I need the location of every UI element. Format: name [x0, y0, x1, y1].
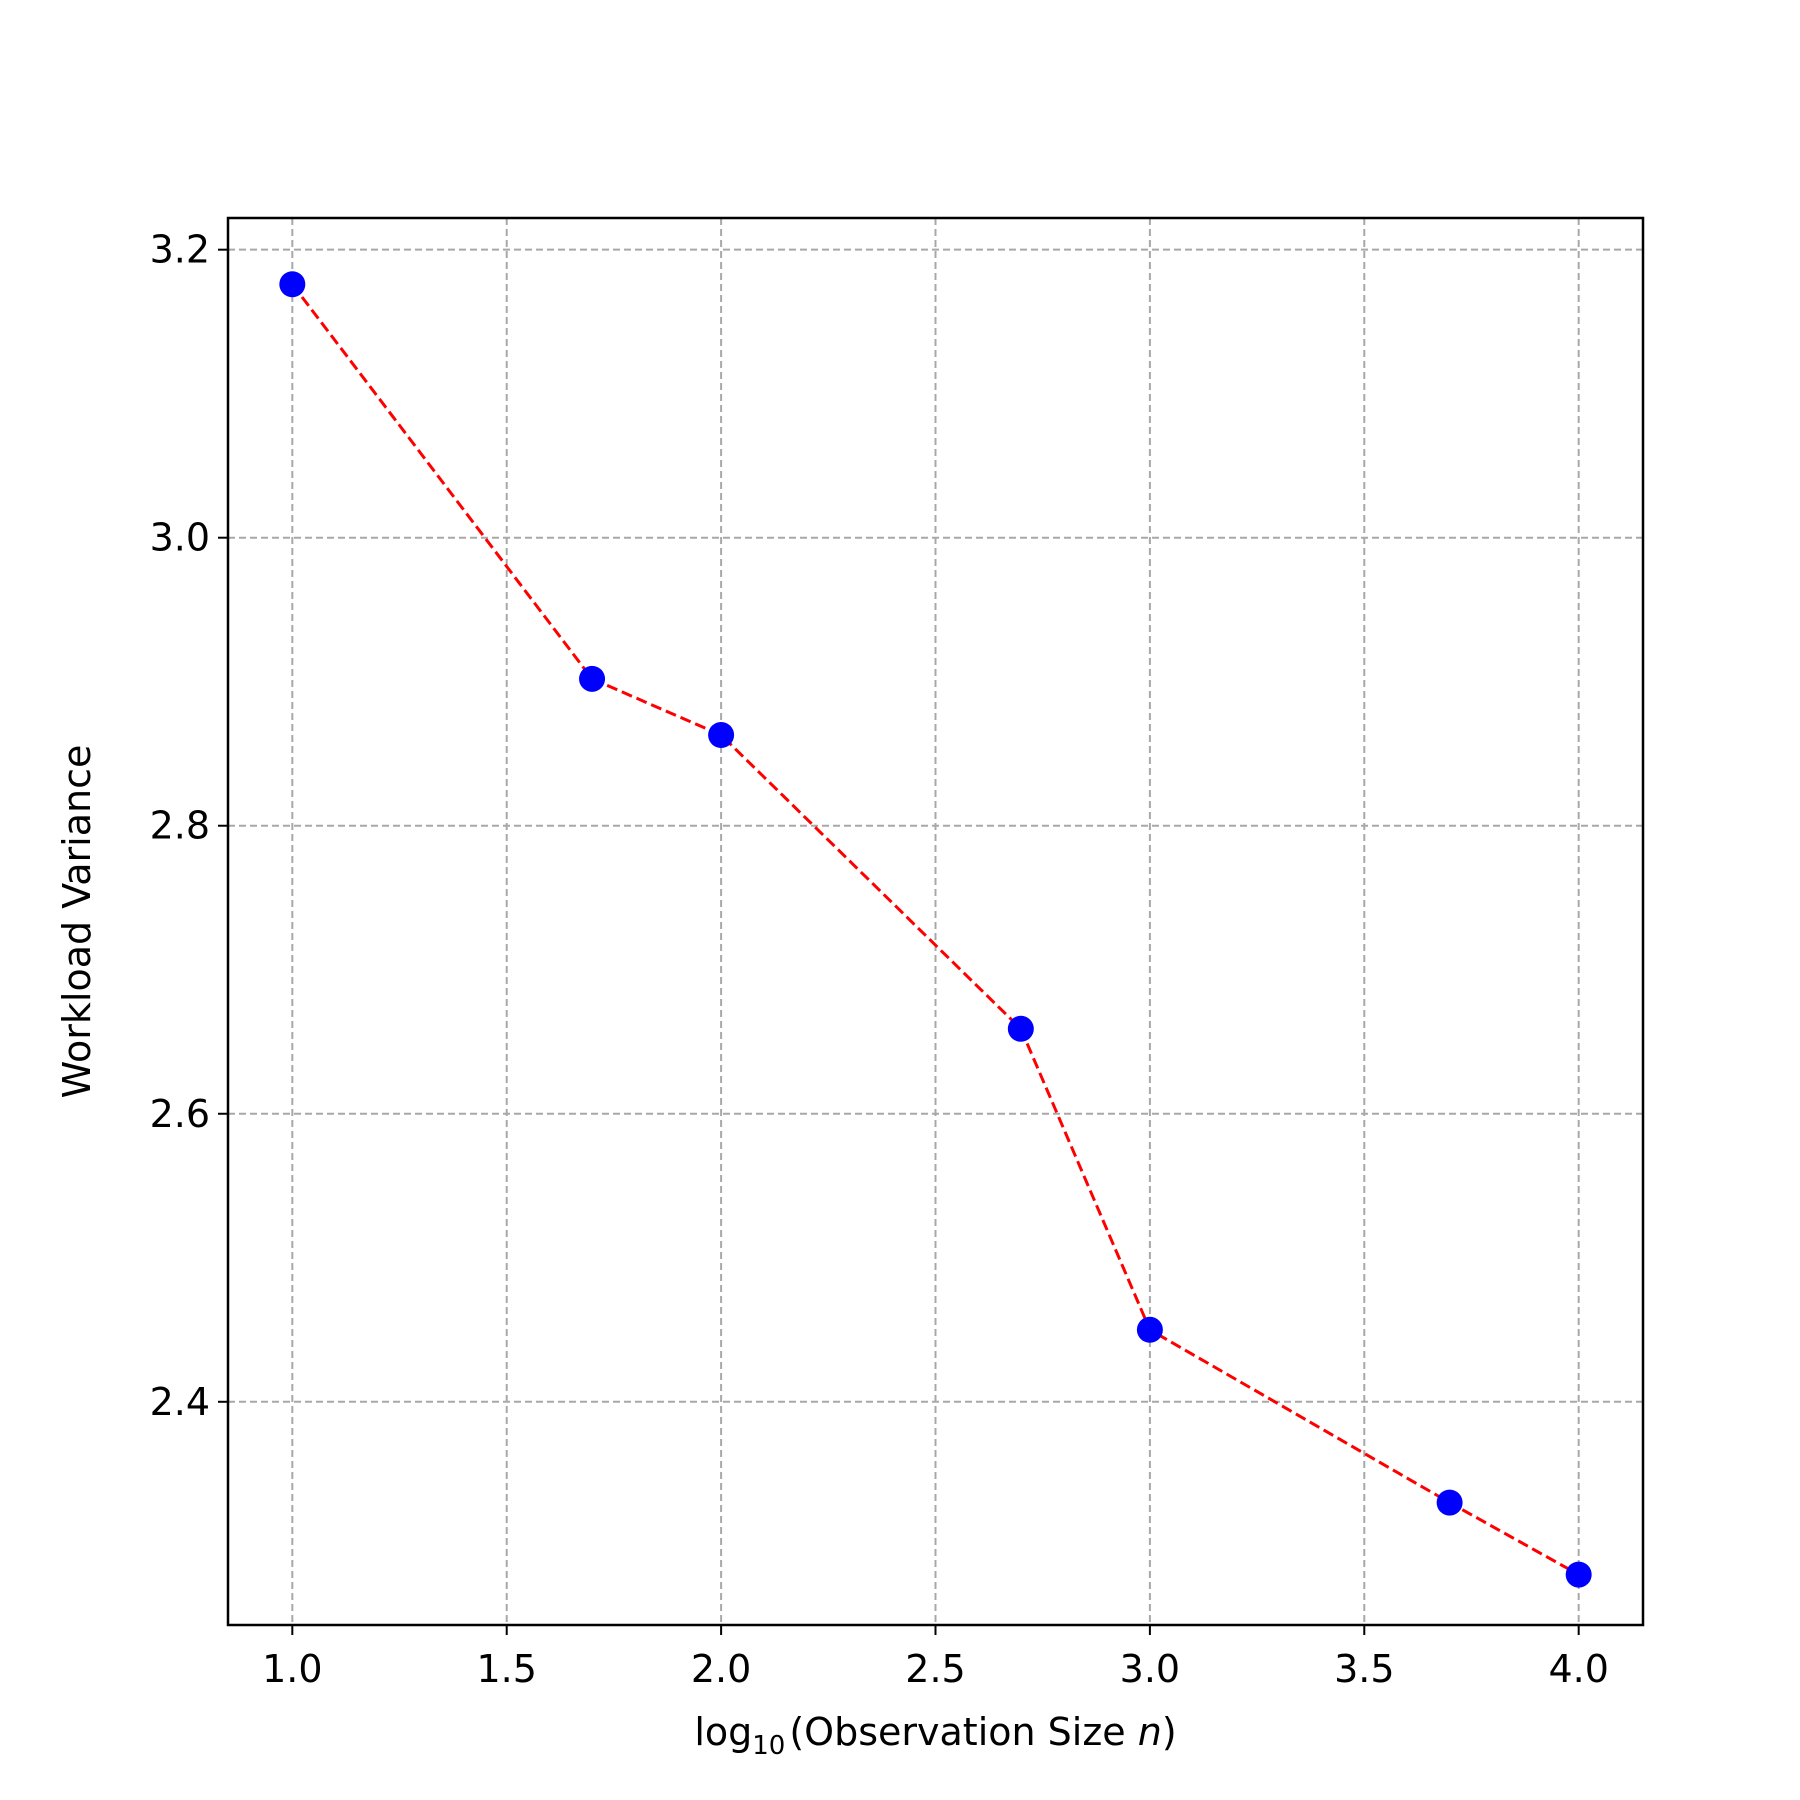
data-point — [1136, 1316, 1163, 1343]
x-axis-label-italic: n — [1138, 1710, 1162, 1754]
x-tick-label: 3.0 — [1120, 1647, 1180, 1691]
x-tick-label: 1.5 — [476, 1647, 536, 1691]
data-point — [1436, 1489, 1463, 1516]
x-tick-label: 4.0 — [1548, 1647, 1608, 1691]
y-tick-label: 3.0 — [150, 516, 210, 560]
x-tick-label: 1.0 — [262, 1647, 322, 1691]
data-points — [279, 271, 1592, 1588]
data-point — [579, 665, 606, 692]
y-axis-label: Workload Variance — [55, 745, 99, 1099]
axis-ticks: 1.0 1.5 2.0 2.5 3.0 3.5 4.0 2.4 2.6 2.8 3.0 3.2 — [150, 228, 1609, 1691]
x-tick-label: 3.5 — [1334, 1647, 1394, 1691]
x-axis-label-prefix: log — [694, 1710, 752, 1754]
grid — [228, 218, 1643, 1625]
data-point — [1007, 1015, 1034, 1042]
data-point — [1565, 1561, 1592, 1588]
x-axis-label-suffix: ) — [1162, 1710, 1177, 1754]
y-tick-label: 2.8 — [150, 804, 210, 848]
y-tick-label: 2.6 — [150, 1092, 210, 1136]
x-tick-label: 2.5 — [905, 1647, 965, 1691]
x-axis-label-subscript: 10 — [752, 1731, 785, 1761]
data-point — [708, 722, 735, 749]
y-tick-label: 3.2 — [150, 228, 210, 272]
data-point — [279, 271, 306, 298]
x-tick-label: 2.0 — [691, 1647, 751, 1691]
x-axis-label: log10 (Observation Size n) — [694, 1710, 1176, 1761]
y-tick-label: 2.4 — [150, 1380, 210, 1424]
x-axis-label-main: (Observation Size — [789, 1710, 1137, 1754]
